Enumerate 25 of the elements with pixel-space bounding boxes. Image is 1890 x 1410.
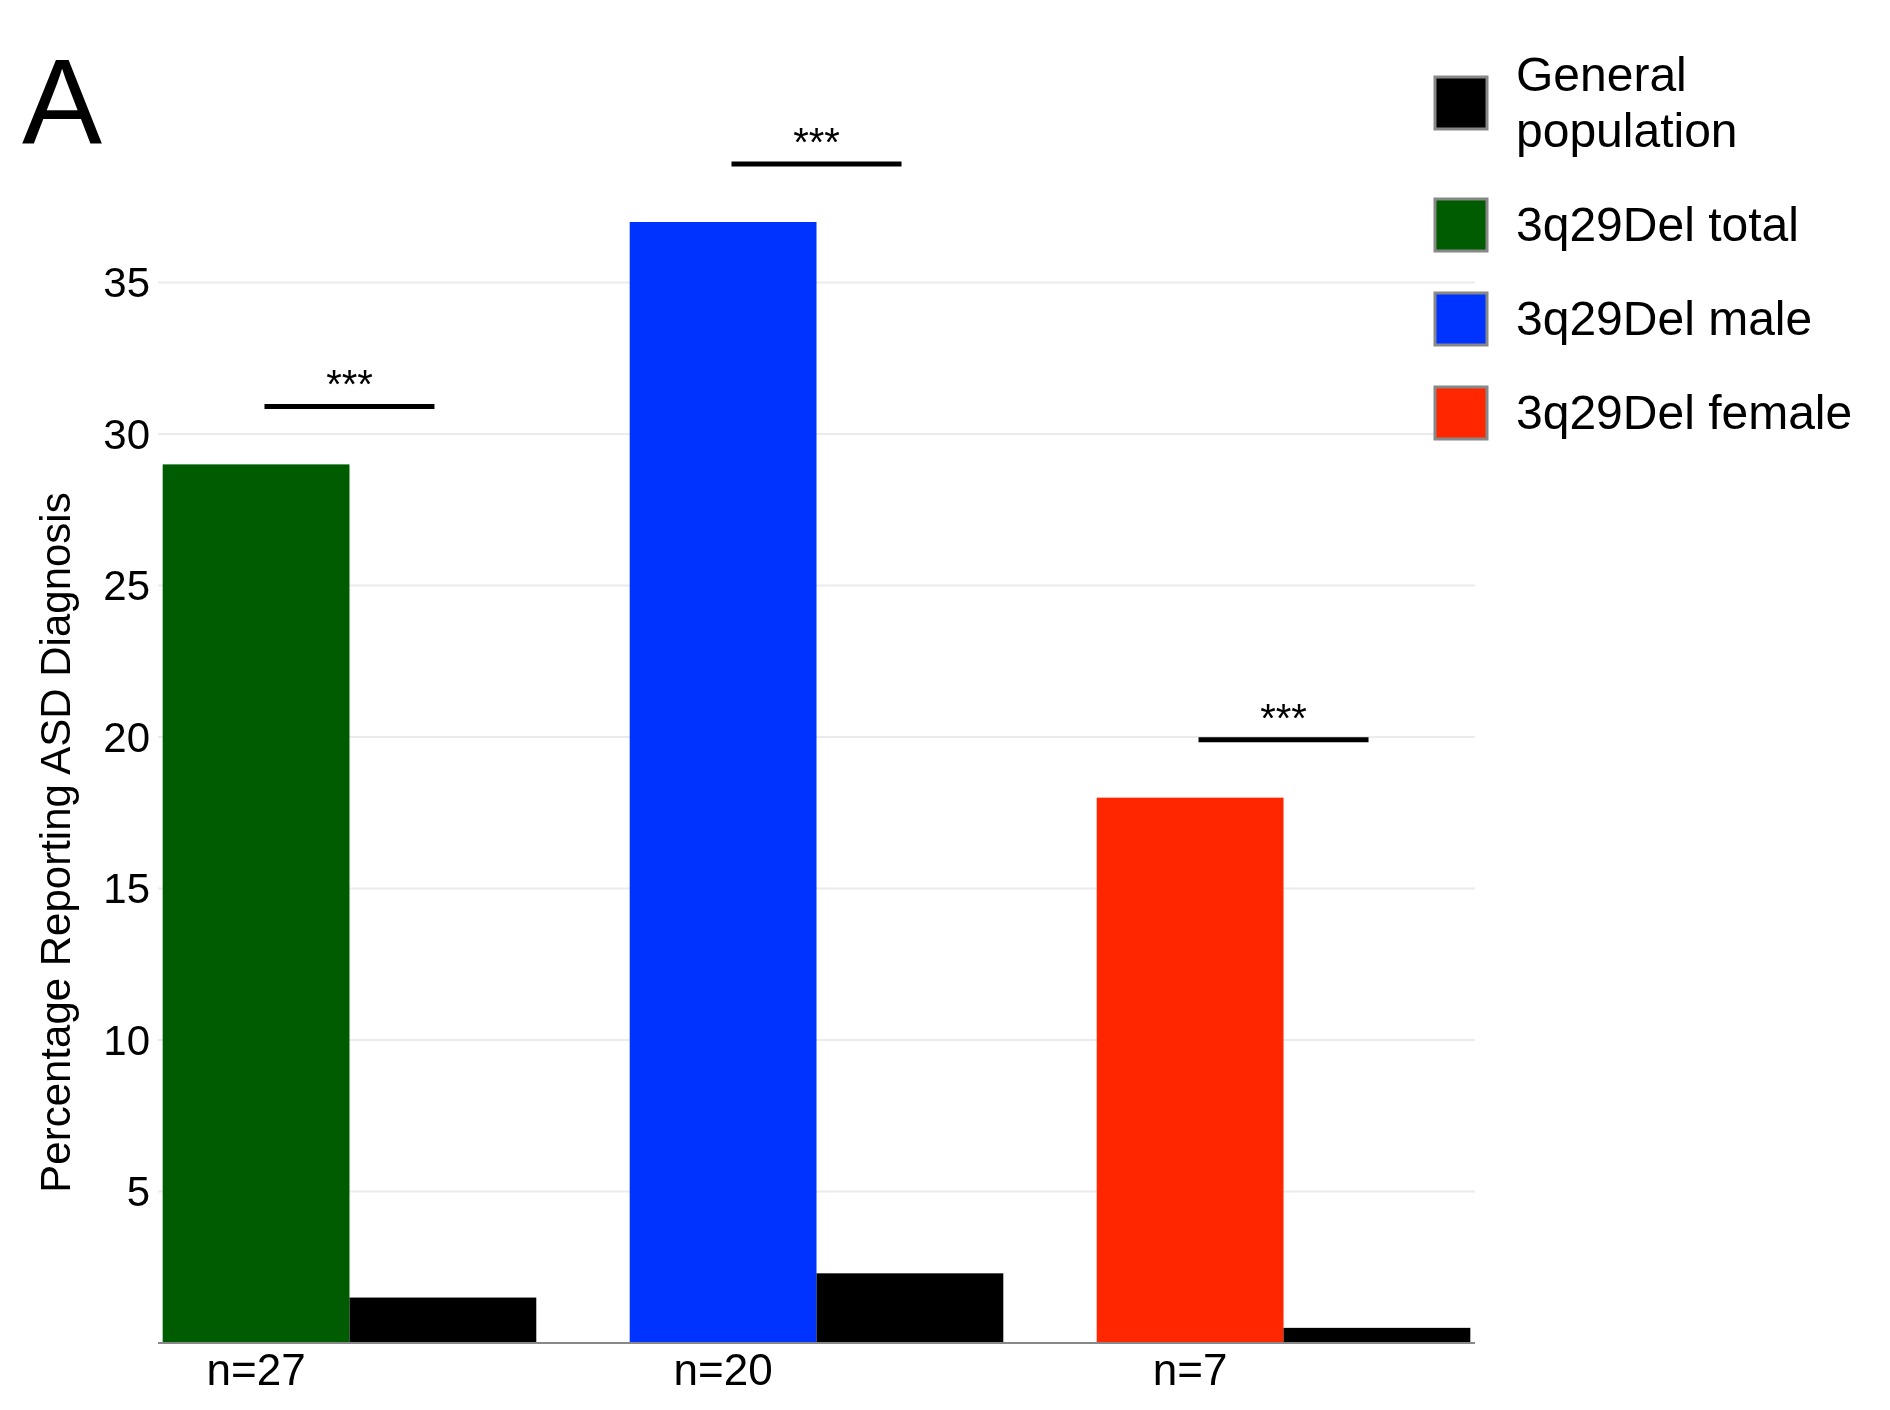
bar [349,1297,537,1343]
annotation: *** [1260,695,1307,740]
legend-label: 3q29Del total [1516,198,1799,251]
bar [629,222,817,1343]
y-tick-label: 15 [103,865,150,913]
y-axis-title: Percentage Reporting ASD Diagnosis [32,492,79,1193]
bar [162,464,350,1343]
bar [816,1273,1004,1343]
legend-label: General population [1516,48,1738,157]
y-tick-label: 10 [103,1016,150,1064]
y-tick-label: 35 [103,259,150,307]
bar [1283,1327,1471,1343]
text: *** [793,120,840,164]
annotation: *** [326,362,373,407]
legend-label: 3q29Del female [1516,386,1853,439]
x-tick-label: n=7 [1152,1345,1228,1394]
x-tick-label: n=27 [206,1345,306,1394]
legend-label: 3q29Del male [1516,292,1813,345]
y-tick-label: 5 [126,1168,150,1216]
y-tick-label: 30 [103,410,150,458]
text: A [22,34,103,168]
y-tick-label: 20 [103,713,150,761]
y-tick-label: 25 [103,562,150,610]
bar [1096,797,1284,1343]
x-tick-label: n=20 [673,1345,773,1394]
